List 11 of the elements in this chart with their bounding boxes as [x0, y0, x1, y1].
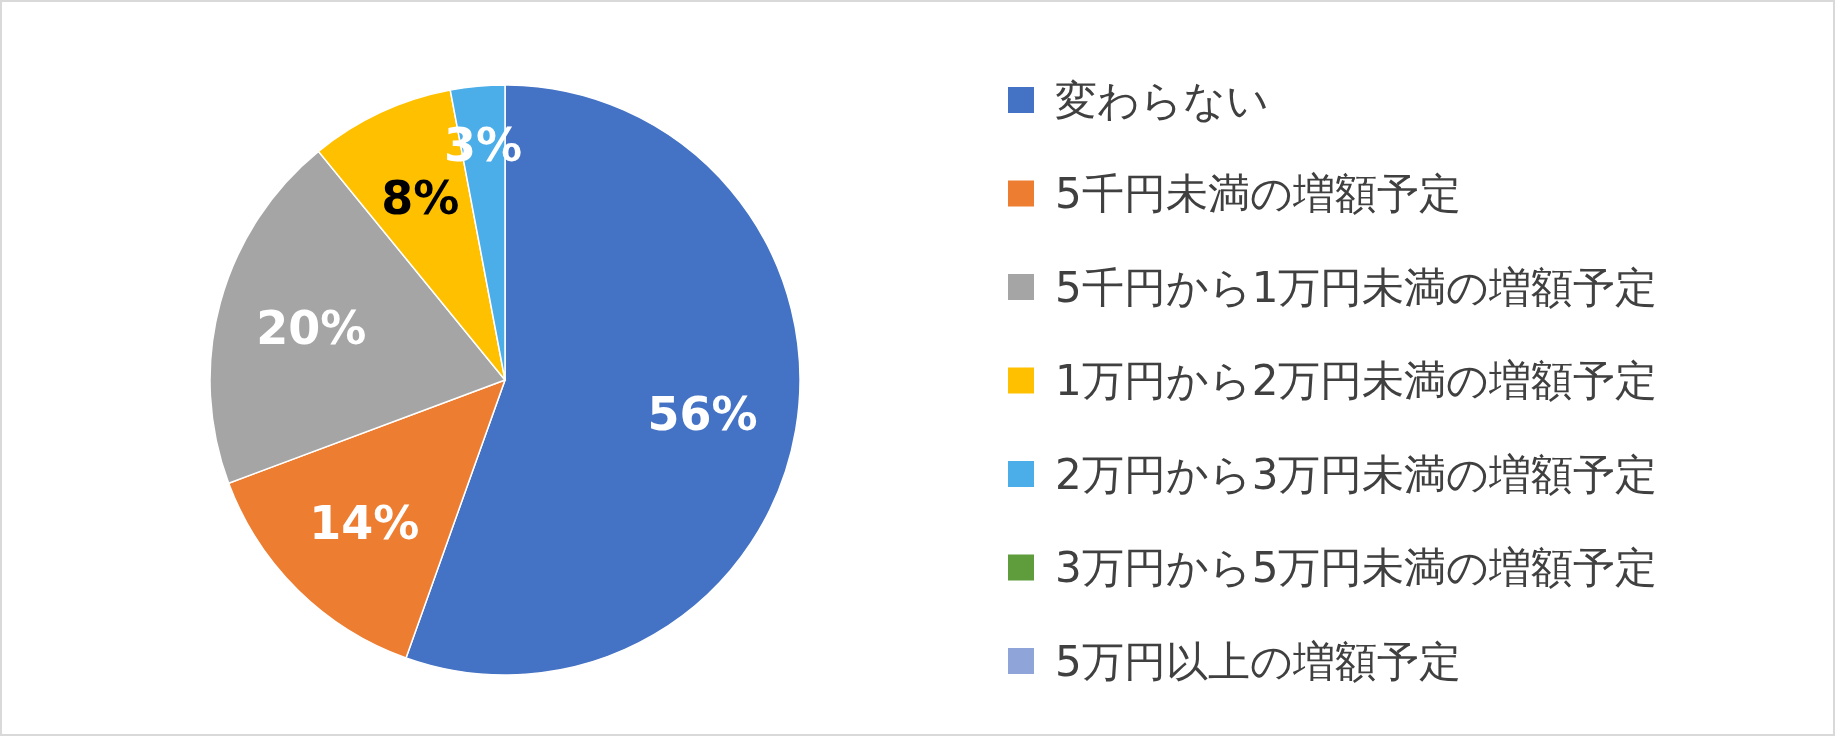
data-label: 20% [256, 300, 367, 355]
data-label: 8% [381, 171, 460, 226]
data-label: 56% [647, 387, 758, 442]
legend-label: 5万円以上の増額予定 [1055, 636, 1461, 686]
legend-label: 5千円から1万円未満の増額予定 [1055, 262, 1658, 312]
legend-label: 3万円から5万円未満の増額予定 [1055, 543, 1658, 592]
legend-label: 2万円から3万円未満の増額予定 [1055, 449, 1658, 499]
legend-label: 変わらない [1055, 75, 1269, 125]
legend-label: 5千円未満の増額予定 [1055, 169, 1461, 218]
data-label: 14% [309, 495, 420, 550]
legend-label: 1万円から2万円未満の増額予定 [1055, 356, 1658, 405]
